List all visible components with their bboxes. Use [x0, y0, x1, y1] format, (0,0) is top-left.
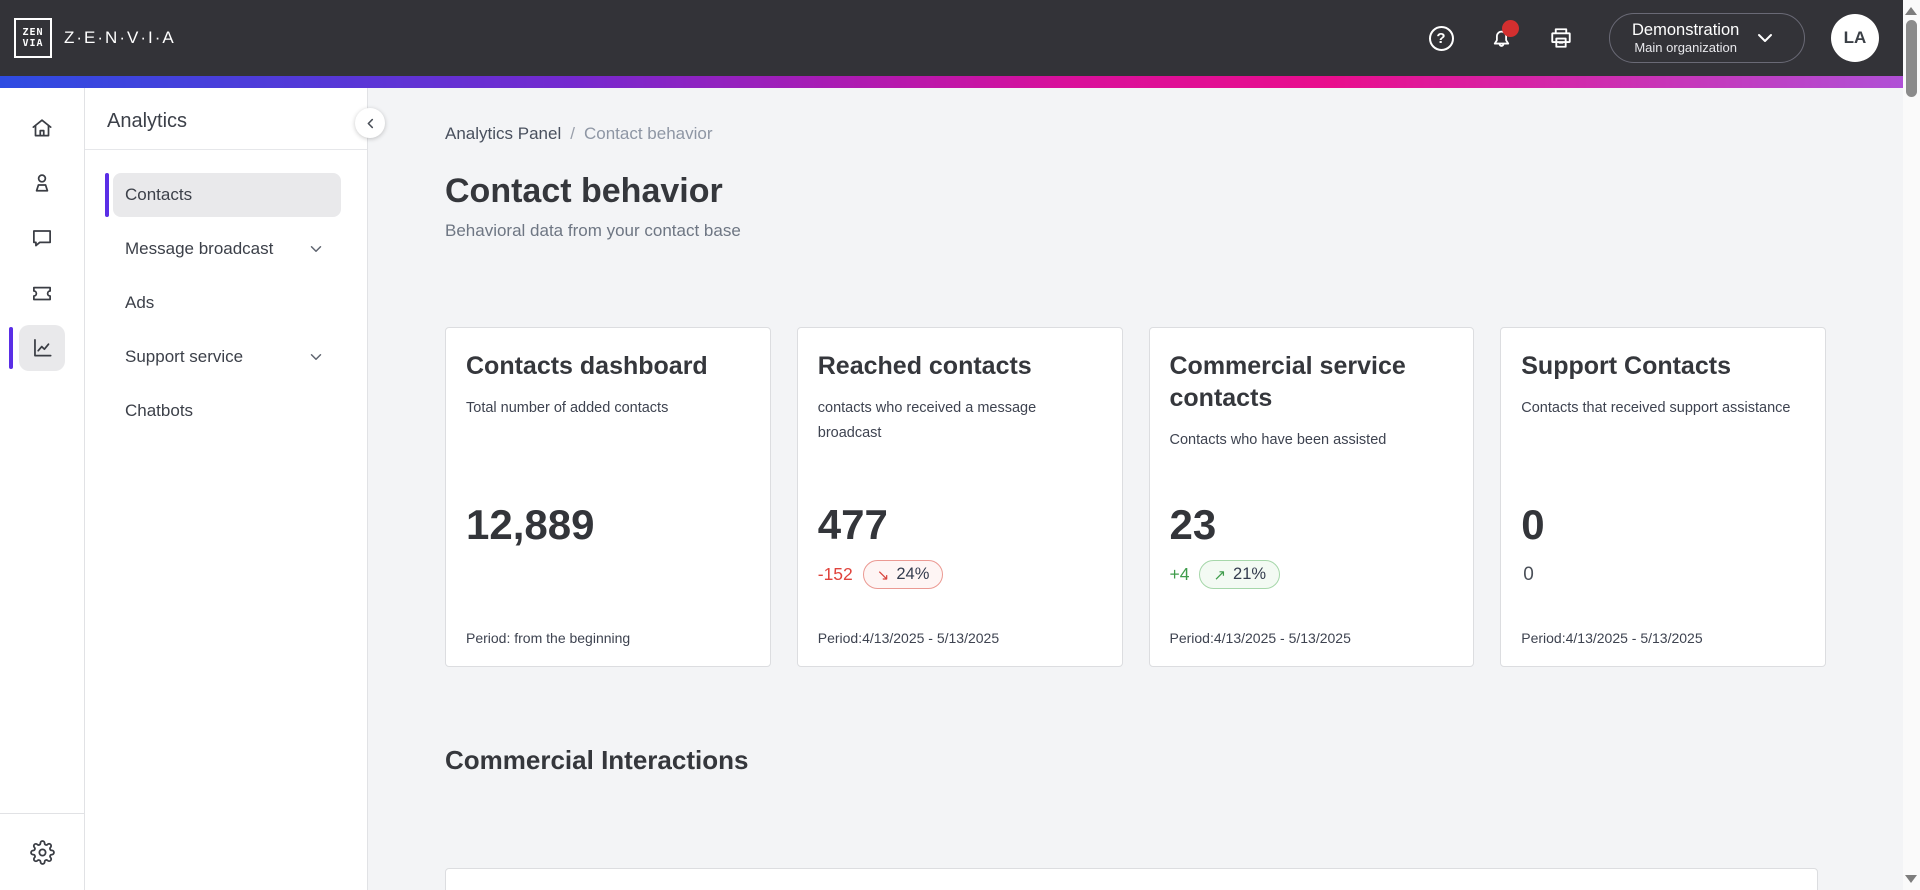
breadcrumb-separator: / [570, 124, 575, 143]
card-description: Contacts that received support assistanc… [1521, 400, 1791, 416]
card-description: Contacts who have been assisted [1169, 432, 1387, 448]
printer-icon [1547, 24, 1575, 52]
settings-button[interactable] [0, 814, 85, 890]
avatar-initials: LA [1843, 28, 1867, 47]
card-description: Total number of added contacts [466, 400, 669, 416]
card-period: Period:4/13/2025 - 5/13/2025 [817, 630, 1000, 646]
help-icon: ? [1428, 25, 1454, 51]
scrollbar-down-arrow[interactable] [1905, 875, 1917, 883]
ticket-icon [19, 270, 65, 316]
gear-icon [30, 839, 55, 865]
card-value: 477 [817, 501, 888, 548]
sidebar-item-chatbots[interactable]: Chatbots [113, 389, 341, 433]
user-icon [19, 160, 65, 206]
card-description: contacts who received a message broadcas… [817, 400, 1037, 441]
chevron-down-icon [1753, 26, 1777, 50]
brand-wordmark: Z·E·N·V·I·A [64, 28, 176, 47]
page-title: Contact behavior [445, 172, 723, 210]
help-button[interactable]: ? [1421, 18, 1461, 58]
sidebar-item-label: Ads [125, 293, 155, 312]
card-delta-row: -152 ↘ 24% [818, 560, 944, 589]
sidebar-item-label: Support service [125, 347, 244, 366]
trend-up-arrow-icon: ↗ [1213, 566, 1227, 584]
chat-bubble-icon [19, 215, 65, 261]
breadcrumb-current: Contact behavior [583, 124, 713, 143]
page-scrollbar[interactable] [1903, 0, 1920, 890]
card-period: Period:4/13/2025 - 5/13/2025 [1169, 630, 1351, 646]
top-header: ZEN VIA Z·E·N·V·I·A ? Demonstration [0, 0, 1903, 76]
notification-badge-dot [1502, 20, 1519, 37]
kpi-cards-row: Contacts dashboard Total number of added… [445, 327, 1826, 667]
print-button[interactable] [1541, 18, 1581, 58]
card-secondary-value: 0 [1523, 564, 1534, 585]
home-icon [19, 105, 65, 151]
brand-gradient-bar [0, 76, 1903, 88]
org-subtitle: Main organization [1634, 40, 1737, 56]
chevron-down-icon [307, 240, 325, 258]
sidebar-item-label: Chatbots [125, 401, 194, 420]
section-title-commercial-interactions: Commercial Interactions [445, 745, 749, 775]
card-title: Contacts dashboard [466, 352, 708, 380]
card-contacts-dashboard: Contacts dashboard Total number of added… [445, 327, 771, 667]
rail-item-home[interactable] [0, 105, 85, 151]
scrollbar-up-arrow[interactable] [1905, 7, 1917, 15]
sidebar-list: Contacts Message broadcast Ads Support s… [85, 150, 367, 433]
zenvia-logo-icon: ZEN VIA [14, 18, 52, 58]
sidebar-header: Analytics [85, 88, 367, 150]
delta-value: -152 [817, 564, 853, 584]
sidebar-title: Analytics [107, 110, 188, 132]
sidebar-item-label: Message broadcast [125, 239, 274, 258]
card-commercial-service-contacts: Commercial service contacts Contacts who… [1148, 327, 1475, 667]
page-subtitle: Behavioral data from your contact base [445, 221, 741, 240]
bell-icon [1488, 25, 1515, 52]
card-value: 23 [1169, 501, 1217, 548]
card-period: Period: from the beginning [466, 630, 631, 646]
sidebar-item-message-broadcast[interactable]: Message broadcast [113, 227, 341, 271]
card-value: 12,889 [466, 501, 595, 548]
card-value: 0 [1521, 501, 1545, 548]
rail-item-conversations[interactable] [0, 215, 85, 261]
organization-switcher[interactable]: Demonstration Main organization [1609, 13, 1805, 63]
sidebar-collapse-button[interactable] [355, 108, 385, 138]
nav-rail [0, 88, 85, 890]
trend-badge-up: ↗ 21% [1199, 560, 1281, 589]
scrollbar-thumb[interactable] [1906, 20, 1917, 97]
sidebar-item-ads[interactable]: Ads [113, 281, 341, 325]
line-chart-icon [19, 325, 65, 371]
sidebar-item-support-service[interactable]: Support service [113, 335, 341, 379]
delta-value: +4 [1169, 564, 1190, 584]
analytics-sidebar: Analytics Contacts Message broadcast Ads… [85, 88, 368, 890]
sidebar-item-label: Contacts [125, 185, 193, 204]
commercial-interactions-card-partial [445, 868, 1818, 890]
card-title: Support Contacts [1521, 352, 1731, 380]
chevron-down-icon [307, 348, 325, 366]
sidebar-item-contacts[interactable]: Contacts [105, 173, 341, 217]
trend-percent: 21% [1233, 565, 1267, 583]
logo-text-top: ZEN [22, 27, 44, 38]
breadcrumb: Analytics Panel / Contact behavior [445, 124, 1826, 144]
breadcrumb-analytics-panel[interactable]: Analytics Panel [445, 124, 562, 143]
trend-percent: 24% [896, 565, 930, 583]
rail-item-tickets[interactable] [0, 270, 85, 316]
card-title: Reached contacts [817, 352, 1032, 380]
logo-text-bottom: VIA [22, 38, 44, 49]
card-support-contacts: Support Contacts Contacts that received … [1500, 327, 1826, 667]
rail-item-contacts[interactable] [0, 160, 85, 206]
card-title: Commercial service contacts [1169, 352, 1406, 412]
main-content: Analytics Panel / Contact behavior Conta… [368, 88, 1903, 890]
rail-divider [0, 813, 85, 814]
trend-badge-down: ↘ 24% [862, 560, 944, 589]
rail-item-analytics[interactable] [0, 325, 85, 371]
chevron-left-icon [362, 115, 379, 132]
card-delta-row: +4 ↗ 21% [1170, 560, 1281, 589]
card-period: Period:4/13/2025 - 5/13/2025 [1521, 630, 1703, 646]
trend-down-arrow-icon: ↘ [876, 566, 890, 584]
org-name: Demonstration [1632, 20, 1740, 39]
notifications-button[interactable] [1481, 18, 1521, 58]
user-avatar[interactable]: LA [1831, 14, 1879, 62]
card-reached-contacts: Reached contacts contacts who received a… [796, 327, 1123, 667]
